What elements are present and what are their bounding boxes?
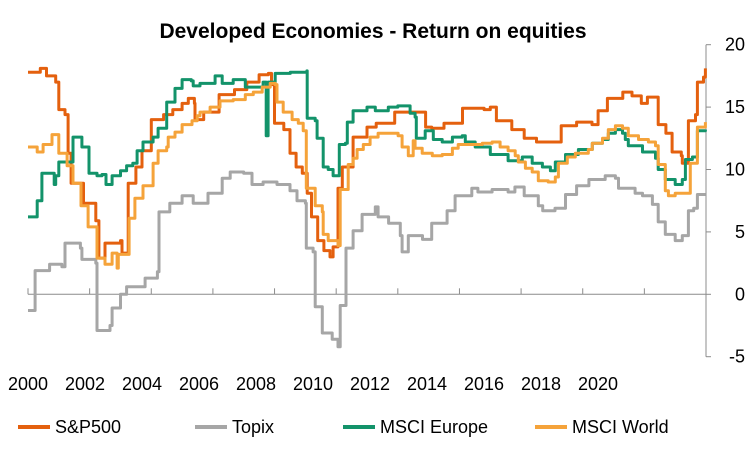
chart-title: Developed Economies - Return on equities — [159, 20, 586, 43]
x-tick-label: 2006 — [179, 374, 219, 394]
x-tick-label: 2010 — [293, 374, 333, 394]
axes: 20 15 10 5 0 -5 2000 2002 2004 2006 2008 2010 2012 20… — [8, 35, 745, 394]
legend-label: MSCI Europe — [380, 417, 488, 437]
x-tick-label: 2008 — [236, 374, 276, 394]
x-tick-label: 2016 — [464, 374, 504, 394]
y-tick-label: 15 — [725, 97, 745, 117]
legend-item-msci-world: MSCI World — [535, 417, 669, 437]
series-line-msci-world — [28, 81, 707, 270]
legend-label: Topix — [232, 417, 274, 437]
x-tick-label: 2000 — [8, 374, 48, 394]
legend-item-topix: Topix — [195, 417, 274, 437]
y-tick-label: 20 — [725, 35, 745, 55]
series-line-topix — [28, 170, 706, 349]
y-tick-label: 10 — [725, 160, 745, 180]
x-tick-label: 2002 — [65, 374, 105, 394]
legend-label: S&P500 — [55, 417, 121, 437]
x-tick-label: 2018 — [521, 374, 561, 394]
legend-item-s-p500: S&P500 — [18, 417, 121, 437]
legend: S&P500 Topix MSCI Europe MSCI World — [18, 417, 669, 437]
y-tick-label: 5 — [735, 222, 745, 242]
legend-label: MSCI World — [572, 417, 669, 437]
series-group — [28, 66, 707, 349]
x-tick-label: 2004 — [122, 374, 162, 394]
y-tick-label: 0 — [735, 284, 745, 304]
x-tick-label: 2014 — [407, 374, 447, 394]
y-tick-label: -5 — [729, 347, 745, 367]
x-tick-label: 2012 — [350, 374, 390, 394]
legend-item-msci-europe: MSCI Europe — [343, 417, 488, 437]
x-tick-label: 2020 — [578, 374, 618, 394]
